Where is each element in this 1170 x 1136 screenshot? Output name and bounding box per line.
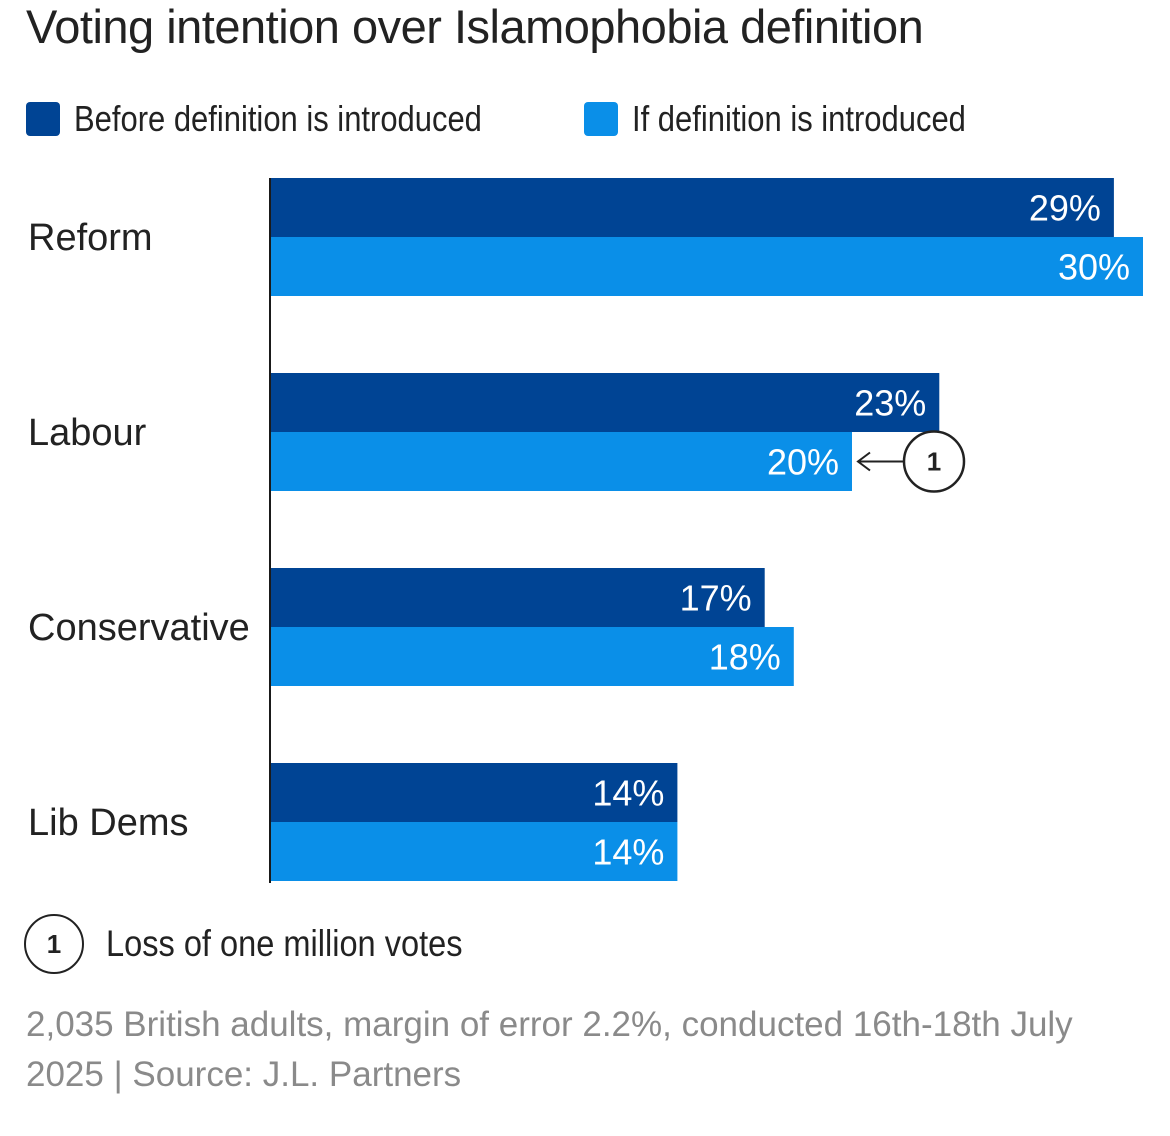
annotation-marker-number: 1 — [927, 447, 941, 477]
source-note: 2,035 British adults, margin of error 2.… — [26, 1005, 1073, 1094]
annotation-note-text: Loss of one million votes — [106, 923, 463, 964]
legend-label-after: If definition is introduced — [632, 98, 967, 139]
bar-lib-dems-before — [270, 763, 678, 822]
data-label-labour-before: 23% — [854, 383, 926, 424]
annotation-marker-circle — [902, 430, 966, 493]
data-label-conservative-after: 18% — [709, 637, 781, 678]
data-label-reform-after: 30% — [1058, 247, 1130, 288]
category-label-reform: Reform — [28, 217, 153, 259]
bar-labour-after — [270, 432, 852, 491]
category-label-labour: Labour — [28, 412, 147, 454]
data-label-lib-dems-before: 14% — [592, 773, 664, 814]
category-label-lib-dems: Lib Dems — [28, 802, 189, 844]
bar-conservative-before — [270, 568, 765, 627]
bar-labour-before — [270, 373, 940, 432]
legend-item-before: Before definition is introduced — [26, 98, 548, 140]
bar-lib-dems-after — [270, 822, 678, 881]
data-label-reform-before: 29% — [1029, 188, 1101, 229]
annotation-note-marker: 1 — [24, 914, 84, 974]
legend-swatch-before — [26, 102, 60, 136]
bar-chart: Reform 29% 30% Labour 23% 20% Conservative 17% 1… — [28, 178, 1143, 883]
annotation-note: 1 Loss of one million votes — [24, 912, 511, 976]
data-label-lib-dems-after: 14% — [592, 832, 664, 873]
legend-label-before: Before definition is introduced — [74, 98, 482, 139]
bar-reform-after — [270, 237, 1143, 296]
category-label-conservative: Conservative — [28, 607, 250, 649]
bar-reform-before — [270, 178, 1114, 237]
legend: Before definition is introduced If defin… — [26, 98, 1057, 140]
legend-item-after: If definition is introduced — [584, 98, 1020, 140]
data-label-labour-after: 20% — [767, 442, 839, 483]
legend-swatch-after — [584, 102, 619, 136]
annotation-arrowhead — [856, 451, 871, 472]
bar-conservative-after — [270, 627, 794, 686]
data-label-conservative-before: 17% — [680, 578, 752, 619]
chart-title: Voting intention over Islamophobia defin… — [26, 0, 924, 53]
